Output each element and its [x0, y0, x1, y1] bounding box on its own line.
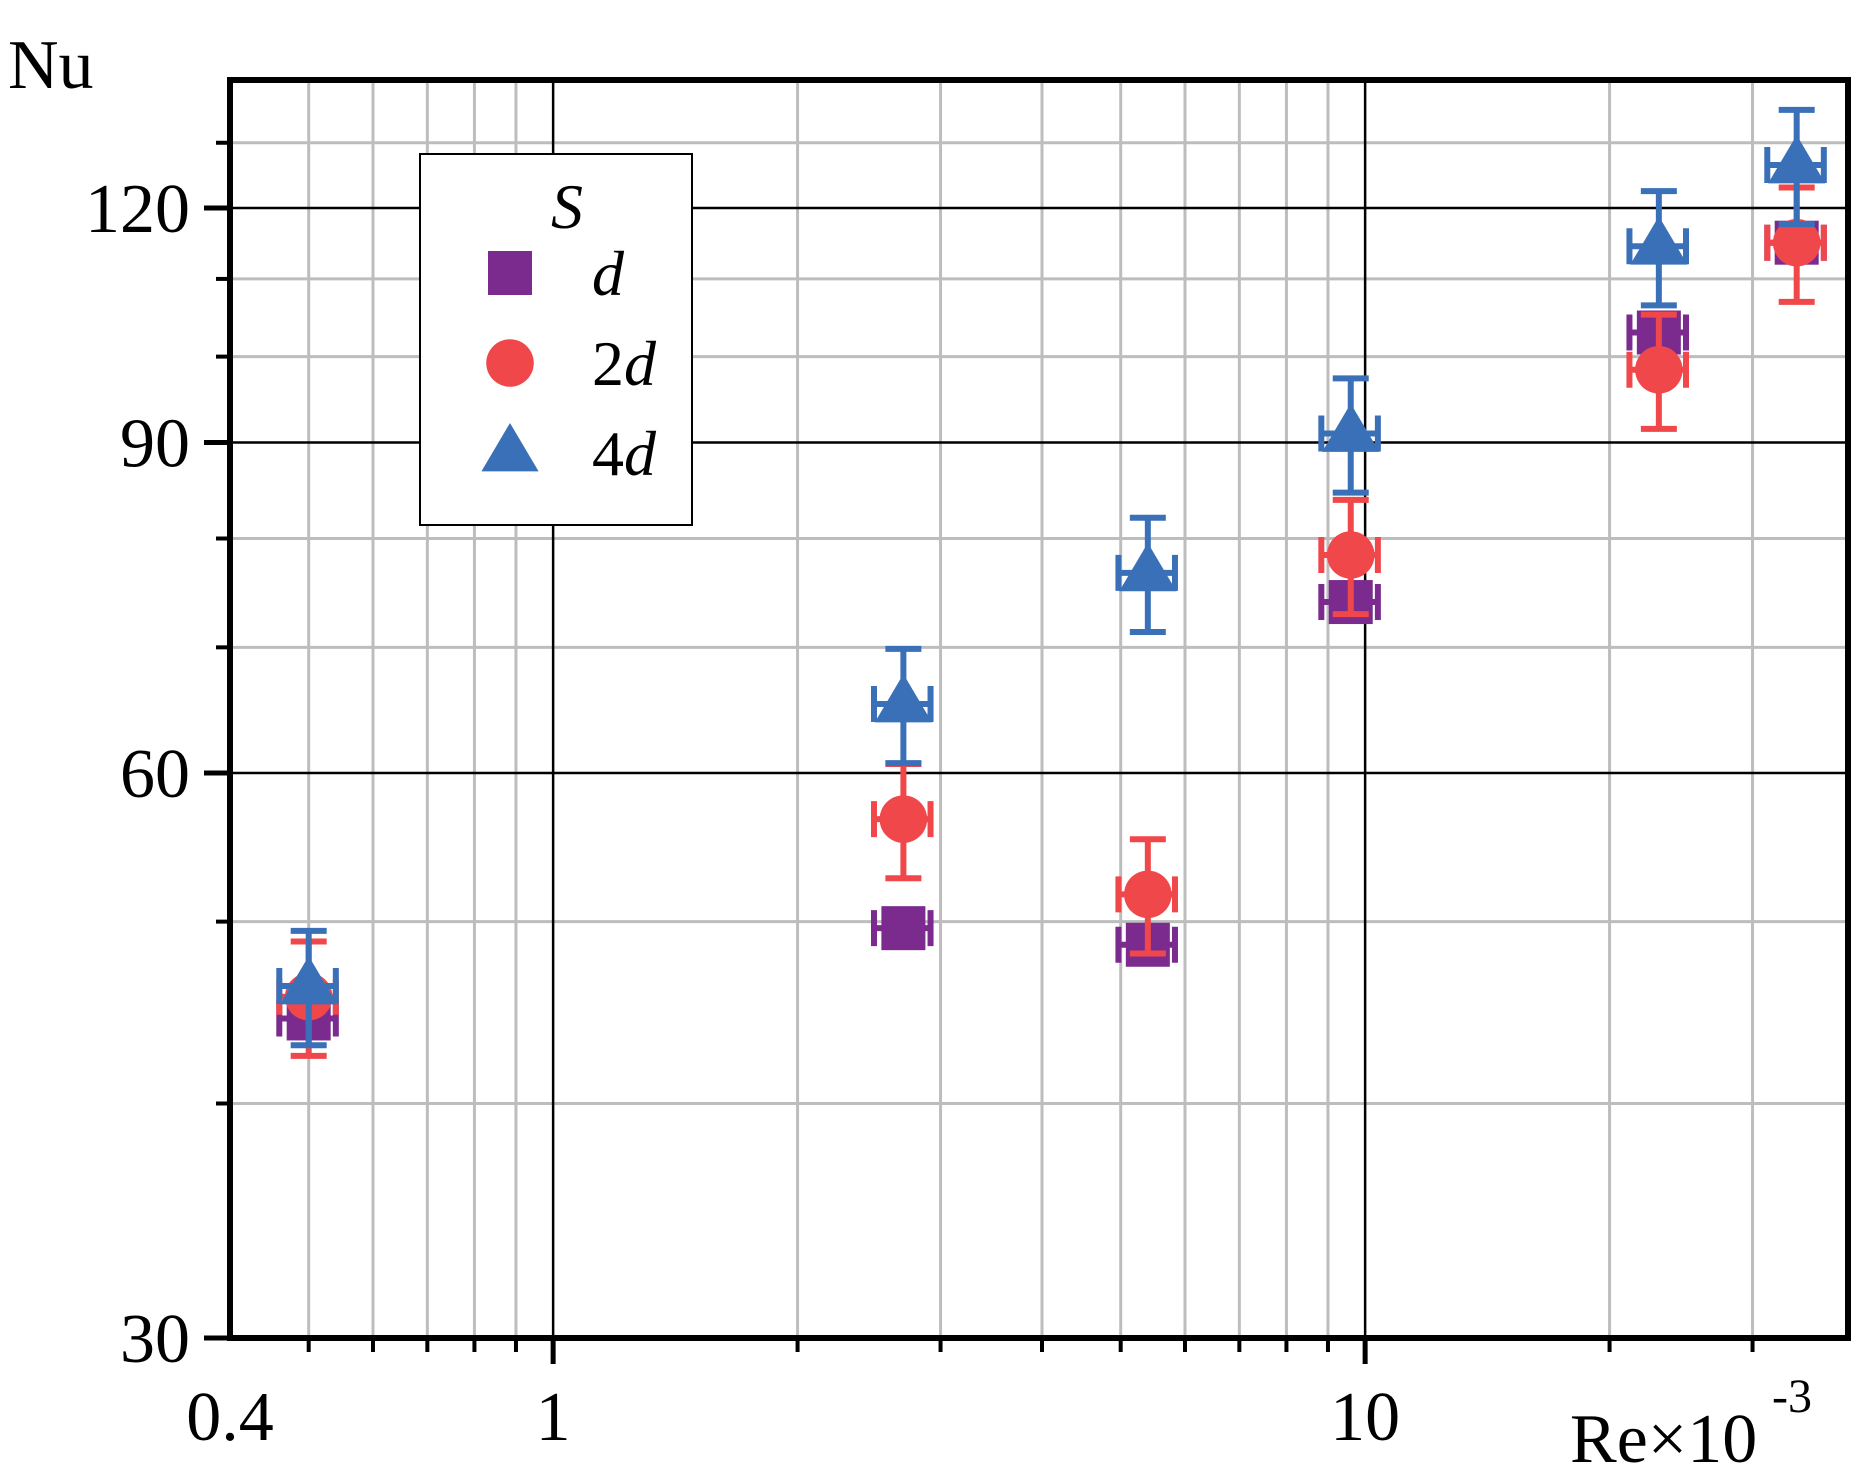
data-point-2d [1124, 870, 1172, 919]
x-tick-label: 1 [536, 1379, 571, 1456]
y-tick-label: 60 [120, 736, 190, 813]
legend-label-2d: 2d [592, 328, 657, 399]
plot-frame [227, 77, 1851, 1341]
data-point-4d [874, 673, 932, 723]
data-point-2d [879, 795, 928, 843]
data-point-d [881, 906, 926, 951]
x-axis-title: Re×10 [1570, 1401, 1757, 1478]
x-tick-label: 0.4 [186, 1379, 274, 1456]
y-tick-label: 90 [120, 405, 190, 482]
data-point-2d [1326, 531, 1375, 579]
data-point-2d [1772, 218, 1821, 267]
data-point-4d [1768, 134, 1826, 184]
data-markers [276, 106, 1827, 1059]
tick-labels: 30 60 90 120 0.4 1 10 [85, 171, 1400, 1456]
legend-label-4d: 4d [592, 418, 657, 489]
legend-box [419, 153, 693, 526]
x-axis-title-exponent: -3 [1772, 1370, 1812, 1423]
legend-label-symbol: d [592, 238, 625, 309]
legend-marker-d [488, 251, 532, 295]
y-axis-title: Nu [8, 27, 94, 104]
axis-ticks [204, 140, 1755, 1364]
legend-title: S [551, 171, 583, 242]
legend-label-prefix: 2 [592, 328, 624, 399]
data-point-4d [1322, 403, 1380, 452]
data-point-4d [280, 956, 338, 1005]
data-point-4d [1630, 216, 1688, 265]
y-tick-label: 120 [85, 171, 190, 248]
legend-label-prefix: 4 [592, 418, 624, 489]
legend-label-d: d [592, 238, 625, 309]
series-4d [276, 106, 1827, 1049]
y-tick-label: 30 [120, 1301, 190, 1378]
x-tick-label: 10 [1330, 1379, 1400, 1456]
data-point-2d [1635, 346, 1683, 394]
legend-label-symbol: d [624, 328, 657, 399]
legend-marker-2d [486, 339, 534, 387]
legend-marker-4d [481, 422, 539, 472]
data-point-4d [1119, 542, 1177, 592]
minor-gridlines [230, 80, 1848, 1338]
legend-label-symbol: d [624, 418, 657, 489]
